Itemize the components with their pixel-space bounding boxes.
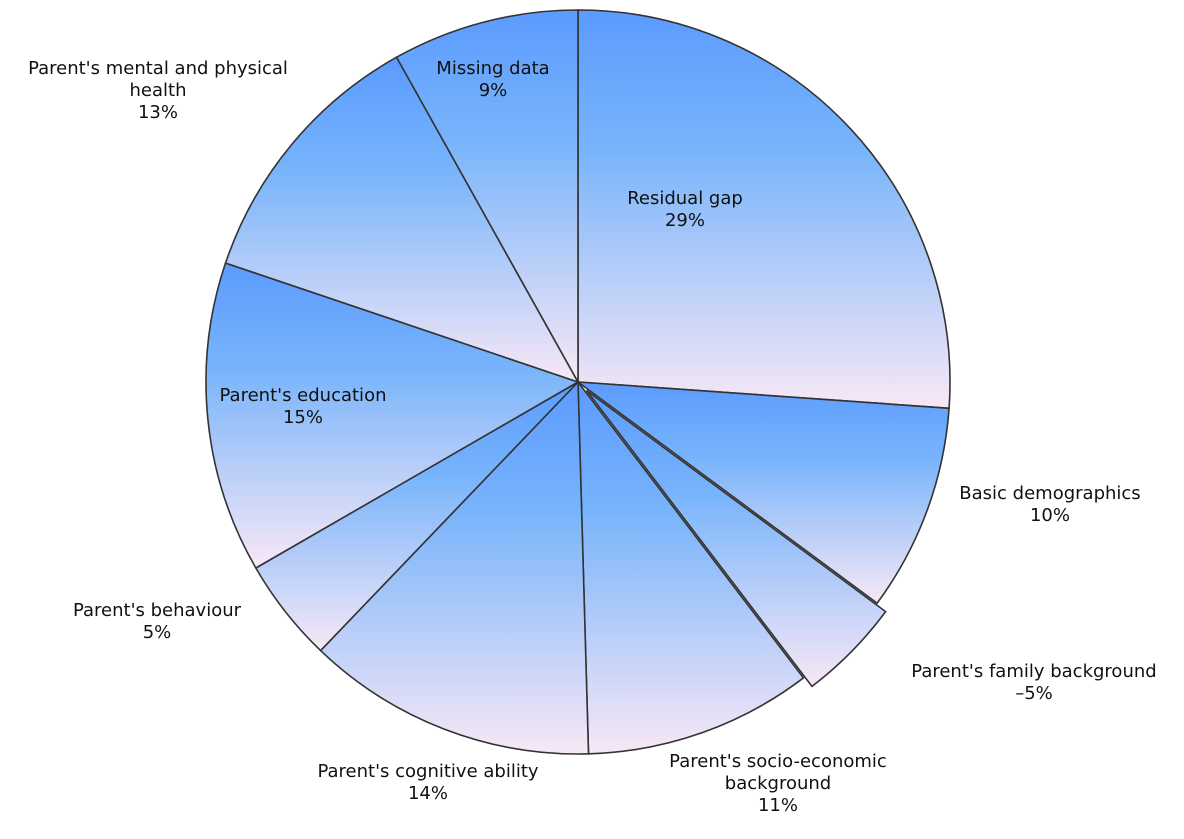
category-label: Missing data [436,58,549,79]
pie-slice [585,389,887,688]
category-label-line: Parent's behaviour [73,600,242,621]
category-label-line: Parent's cognitive ability [317,761,538,782]
category-label-line: Parent's family background [911,661,1156,682]
category-label-line: Parent's mental and physical [28,58,288,79]
category-label-line: Missing data [436,58,549,79]
value-label: 9% [479,80,508,101]
category-label: Parent's cognitive ability [317,761,538,782]
category-label: Parent's mental and physical health [28,58,288,101]
value-label: 5% [143,622,172,643]
category-label: Residual gap [627,188,743,209]
value-label: –5% [1015,683,1053,704]
category-label-line: health [130,80,187,101]
category-label: Parent's behaviour [73,600,242,621]
pie-slice [224,56,580,384]
value-label: 29% [665,210,705,231]
category-label: Parent's education [220,385,387,406]
pie-slice [319,380,590,755]
pie-slice [575,381,950,605]
value-label: 13% [138,102,178,123]
category-label: Basic demographics [959,483,1140,504]
category-label-line: background [725,773,831,794]
pie-slice [205,262,580,570]
value-label: 10% [1030,505,1070,526]
category-label-line: Basic demographics [959,483,1140,504]
category-label-line: Residual gap [627,188,743,209]
category-label: Parent's family background [911,661,1156,682]
value-label: 14% [408,783,448,804]
pie-slice [395,9,579,386]
pie-slice [577,9,951,410]
value-label: 11% [758,795,798,816]
category-label-line: Parent's education [220,385,387,406]
category-label-line: Parent's socio-economic [669,751,887,772]
value-label: 15% [283,407,323,428]
pie-slice [577,379,805,755]
category-label: Parent's socio-economic background [669,751,887,794]
